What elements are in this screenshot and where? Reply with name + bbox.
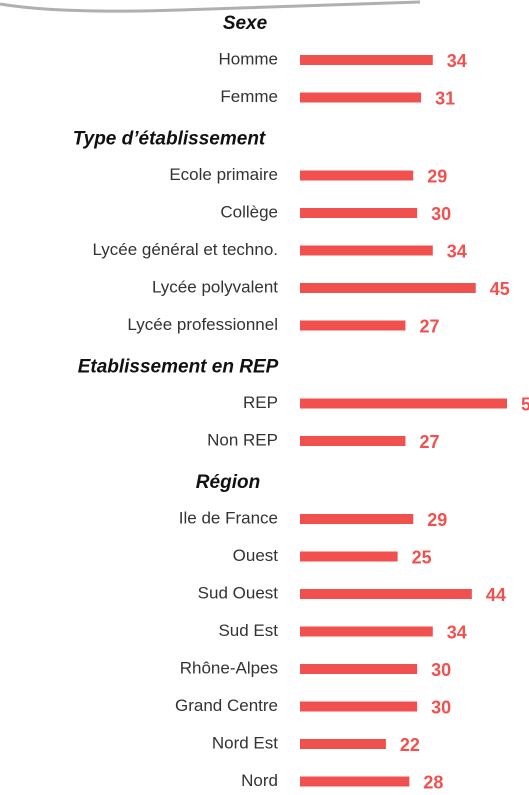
value-label: 27 [419,316,439,336]
value-label: 45 [490,279,510,299]
value-label: 34 [447,622,467,642]
category-label: Lycée polyvalent [152,277,278,296]
category-label: Sud Ouest [198,583,279,602]
value-label: 25 [412,547,432,567]
bar [300,283,476,293]
value-label: 27 [419,432,439,452]
bar [300,245,433,256]
group-title: Type d’établissement [73,129,266,150]
group-title: Etablissement en REP [78,357,279,378]
bar [300,589,472,599]
category-label: Lycée général et techno. [92,240,278,259]
category-label: Lycée professionnel [127,315,278,334]
group-title: Sexe [223,13,268,34]
bar [300,92,422,103]
value-label: 30 [431,697,451,717]
value-label: 44 [486,585,506,605]
category-label: Nord Est [212,733,278,752]
value-label: 29 [427,166,447,186]
category-label: Grand Centre [175,696,278,715]
bar [300,170,414,181]
value-label: 29 [427,510,447,530]
value-label: 31 [435,88,455,108]
bar [300,776,410,787]
category-label: REP [243,393,278,412]
group-title: Région [196,472,260,493]
category-label: Sud Est [218,621,278,640]
bar [300,398,507,409]
bar [300,320,406,331]
category-label: Ouest [233,546,279,565]
bar [300,514,414,524]
category-label: Nord [241,771,278,790]
value-label: 30 [431,204,451,224]
category-label: Femme [220,87,278,106]
bar [300,739,386,749]
category-label: Collège [220,202,278,221]
value-label: 30 [431,660,451,680]
bar [300,208,418,218]
category-label: Homme [218,49,278,68]
bar [300,55,433,65]
value-label: 34 [447,51,467,71]
value-label: 34 [447,241,467,261]
category-label: Non REP [207,430,278,449]
bar [300,626,433,637]
category-label: Ile de France [179,508,278,527]
value-label: 28 [423,772,443,792]
value-label: 22 [400,735,420,755]
bar [300,664,418,674]
bar [300,436,406,446]
category-label: Rhône-Alpes [180,658,278,677]
category-label: Ecole primaire [169,165,278,184]
value-label: 53 [521,394,529,414]
decoration-curve [0,0,421,13]
bar [300,551,398,562]
bar [300,701,418,712]
